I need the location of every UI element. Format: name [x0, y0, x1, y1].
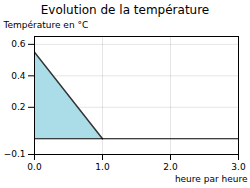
svg-text:0.6: 0.6: [11, 39, 26, 49]
svg-text:3.0: 3.0: [231, 162, 246, 172]
svg-text:2.0: 2.0: [163, 162, 178, 172]
html-text:Evolution de la température: Evolution de la température: [40, 3, 210, 17]
svg-text:0.2: 0.2: [11, 102, 25, 112]
svg-text:−0.1: −0.1: [4, 149, 26, 159]
svg-text:0.4: 0.4: [11, 71, 26, 81]
svg-text:1.0: 1.0: [95, 162, 110, 172]
svg-text:heure par heure: heure par heure: [175, 174, 248, 184]
svg-text:Température en °C: Température en °C: [3, 20, 89, 30]
svg-text:0.0: 0.0: [27, 162, 42, 172]
